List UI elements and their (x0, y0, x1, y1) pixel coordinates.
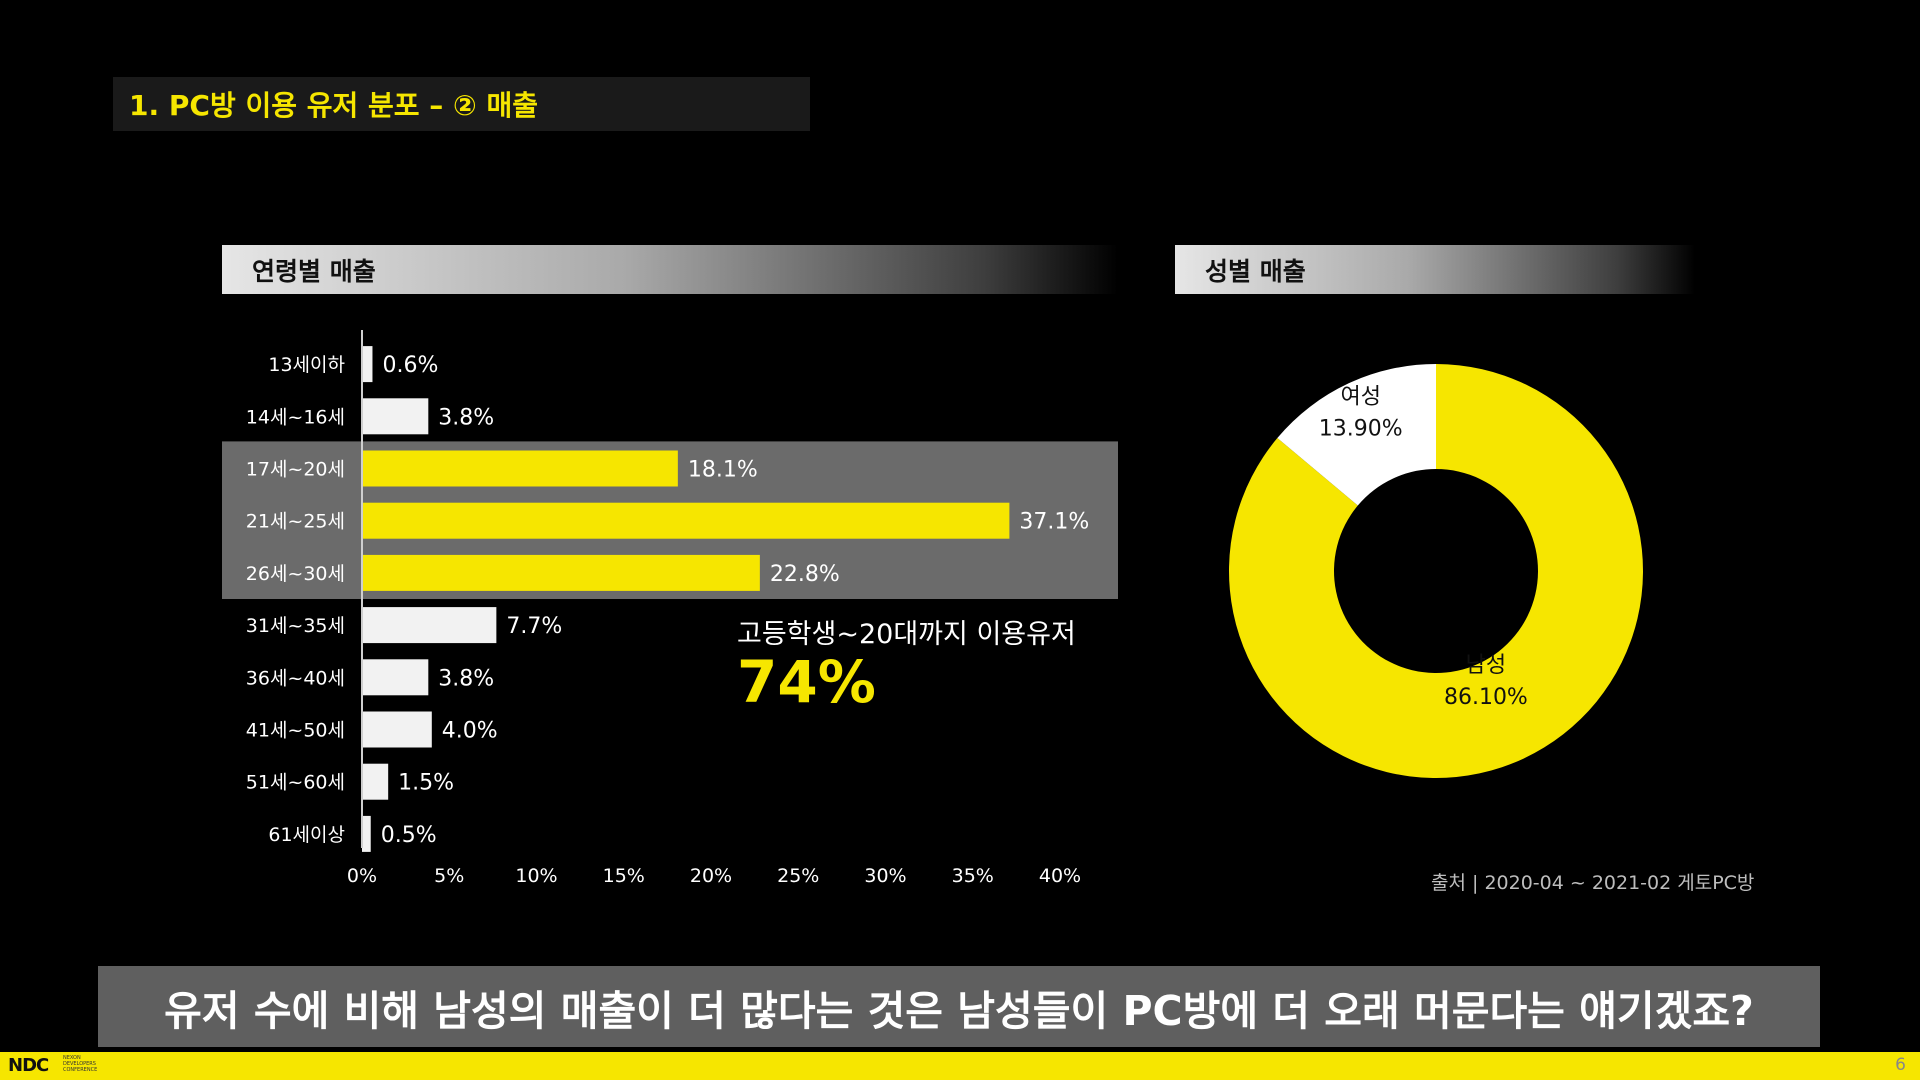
x-tick-label: 5% (434, 865, 464, 887)
gender-section-header: 성별 매출 (1175, 245, 1695, 294)
ndc-sub-line: NEXON (63, 1055, 81, 1061)
ndc-sub-line: CONFERENCE (63, 1067, 98, 1073)
gender-revenue-donut-chart: 남성 86.10% 여성 13.90% (1229, 364, 1643, 778)
x-tick-label: 20% (690, 865, 732, 887)
category-label: 26세~30세 (246, 563, 345, 585)
x-tick-label: 30% (864, 865, 906, 887)
bar (362, 607, 497, 644)
slice-value-label: 13.90% (1319, 417, 1403, 442)
data-label: 3.8% (438, 666, 494, 691)
callout-value: 74% (737, 648, 876, 716)
age-section-title: 연령별 매출 (252, 256, 376, 286)
bar (362, 815, 371, 852)
donut-slice (1277, 364, 1436, 506)
footer-bar: NDC NEXON DEVELOPERS CONFERENCE 6 (0, 1052, 1920, 1080)
x-tick-label: 0% (347, 865, 377, 887)
data-label: 22.8% (770, 562, 840, 587)
data-label: 3.8% (438, 405, 494, 430)
bar (362, 554, 760, 591)
age-revenue-bar-chart: 13세이하 0.6% 14세~16세 3.8% 17세~20세 18.1% 21세~25세 3… (222, 330, 1118, 887)
data-label: 7.7% (506, 614, 562, 639)
bar (362, 346, 373, 383)
callout-text: 고등학생~20대까지 이용유저 (737, 619, 1076, 650)
gender-section-title: 성별 매출 (1205, 256, 1306, 286)
slice-value-label: 86.10% (1444, 685, 1528, 710)
data-label: 0.5% (381, 823, 437, 848)
category-label: 13세이하 (268, 354, 345, 376)
category-label: 36세~40세 (246, 667, 345, 689)
slide-title-box: 1. PC방 이용 유저 분포 – ② 매출 (113, 77, 810, 131)
category-label: 21세~25세 (246, 511, 345, 533)
x-tick-label: 35% (952, 865, 994, 887)
x-tick-label: 15% (603, 865, 645, 887)
bar (362, 450, 678, 487)
slide-title: 1. PC방 이용 유저 분포 – ② 매출 (129, 89, 538, 122)
bar (362, 659, 429, 696)
category-label: 14세~16세 (246, 406, 345, 428)
banner-text: 유저 수에 비해 남성의 매출이 더 많다는 것은 남성들이 PC방에 더 오래… (164, 986, 1754, 1035)
slice-label: 여성 (1340, 385, 1380, 410)
data-label: 1.5% (398, 771, 454, 796)
data-label: 0.6% (382, 353, 438, 378)
bar (362, 763, 389, 800)
bar (362, 502, 1010, 539)
x-tick-label: 40% (1039, 865, 1081, 887)
category-label: 41세~50세 (246, 720, 345, 742)
data-label: 37.1% (1019, 510, 1089, 535)
bar (362, 398, 429, 435)
category-label: 61세이상 (268, 824, 345, 846)
ndc-logo: NDC (8, 1055, 49, 1076)
ndc-logo-subtext: NEXON DEVELOPERS CONFERENCE (63, 1055, 97, 1073)
donut-slice (1229, 364, 1643, 778)
age-section-header: 연령별 매출 (222, 245, 1118, 294)
x-tick-label: 10% (515, 865, 557, 887)
category-label: 51세~60세 (246, 772, 345, 794)
slice-label: 남성 (1466, 653, 1506, 678)
category-label: 31세~35세 (246, 615, 345, 637)
ndc-sub-line: DEVELOPERS (63, 1061, 96, 1067)
data-label: 4.0% (442, 719, 498, 744)
data-label: 18.1% (688, 458, 758, 483)
page-number: 6 (1895, 1055, 1906, 1075)
category-label: 17세~20세 (246, 459, 345, 481)
bottom-banner: 유저 수에 비해 남성의 매출이 더 많다는 것은 남성들이 PC방에 더 오래… (98, 966, 1820, 1047)
x-tick-label: 25% (777, 865, 819, 887)
source-note: 출처 | 2020-04 ~ 2021-02 게토PC방 (1431, 872, 1755, 894)
bar (362, 711, 432, 748)
